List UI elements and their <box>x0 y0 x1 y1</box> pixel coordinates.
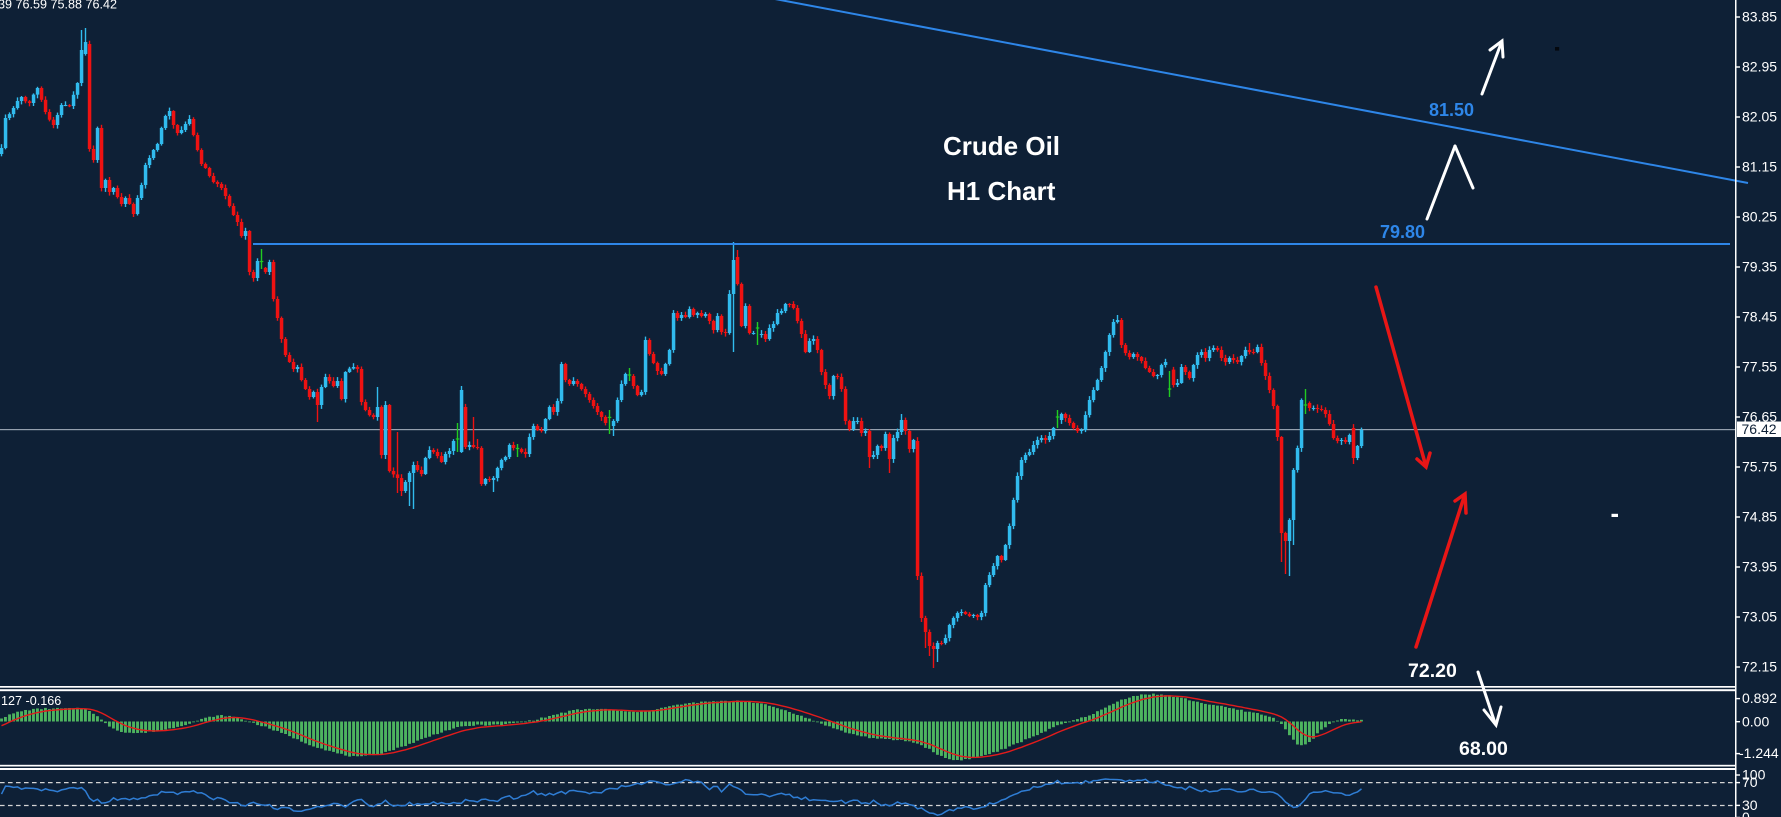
svg-text:73.95: 73.95 <box>1742 559 1777 575</box>
svg-text:127 -0.166: 127 -0.166 <box>1 694 61 708</box>
svg-text:82.95: 82.95 <box>1742 59 1777 75</box>
svg-text:74.85: 74.85 <box>1742 509 1777 525</box>
svg-text:70: 70 <box>1742 774 1758 790</box>
svg-text:80.25: 80.25 <box>1742 209 1777 225</box>
svg-text:78.45: 78.45 <box>1742 309 1777 325</box>
svg-text:83.85: 83.85 <box>1742 9 1777 25</box>
svg-text:77.55: 77.55 <box>1742 359 1777 375</box>
svg-text:79.80: 79.80 <box>1380 222 1425 242</box>
svg-text:72.15: 72.15 <box>1742 659 1777 675</box>
svg-text:30: 30 <box>1742 797 1758 813</box>
svg-text:72.20: 72.20 <box>1408 660 1457 682</box>
svg-text:76.65: 76.65 <box>1742 409 1777 425</box>
svg-text:68.00: 68.00 <box>1459 738 1508 760</box>
svg-text:81.15: 81.15 <box>1742 159 1777 175</box>
svg-text:39 76.59 75.88 76.42: 39 76.59 75.88 76.42 <box>0 0 117 12</box>
svg-text:0.892: 0.892 <box>1742 690 1777 706</box>
svg-text:Crude Oil: Crude Oil <box>943 131 1060 161</box>
svg-text:0.00: 0.00 <box>1742 713 1769 729</box>
svg-text:73.05: 73.05 <box>1742 609 1777 625</box>
svg-text:75.75: 75.75 <box>1742 459 1777 475</box>
svg-text:79.35: 79.35 <box>1742 259 1777 275</box>
svg-text:H1 Chart: H1 Chart <box>947 176 1056 206</box>
svg-text:-1.244: -1.244 <box>1739 745 1779 761</box>
svg-text:81.50: 81.50 <box>1429 100 1474 120</box>
svg-text:100: 100 <box>1742 767 1766 783</box>
svg-text:76.42: 76.42 <box>1742 421 1777 437</box>
svg-text:0: 0 <box>1742 809 1750 817</box>
svg-text:82.05: 82.05 <box>1742 109 1777 125</box>
